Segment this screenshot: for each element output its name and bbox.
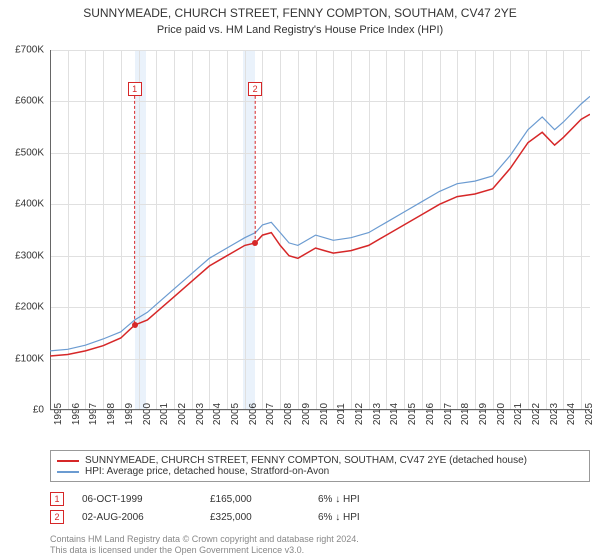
- sale-price: £325,000: [210, 512, 300, 523]
- sale-row: 2 02-AUG-2006 £325,000 6% ↓ HPI: [50, 510, 590, 524]
- legend-item: HPI: Average price, detached house, Stra…: [57, 466, 583, 477]
- chart-subtitle: Price paid vs. HM Land Registry's House …: [0, 22, 600, 36]
- sale-price: £165,000: [210, 494, 300, 505]
- plot: £0£100K£200K£300K£400K£500K£600K£700K199…: [50, 50, 590, 410]
- legend-label: HPI: Average price, detached house, Stra…: [85, 466, 329, 477]
- line-series: [50, 50, 590, 410]
- footer-line: Contains HM Land Registry data © Crown c…: [50, 534, 359, 545]
- legend-swatch: [57, 471, 79, 473]
- sale-diff: 6% ↓ HPI: [318, 494, 438, 505]
- legend-label: SUNNYMEADE, CHURCH STREET, FENNY COMPTON…: [85, 455, 527, 466]
- marker-dot: [132, 322, 138, 328]
- chart-title: SUNNYMEADE, CHURCH STREET, FENNY COMPTON…: [0, 0, 600, 22]
- marker-callout: 2: [248, 82, 262, 96]
- sale-row: 1 06-OCT-1999 £165,000 6% ↓ HPI: [50, 492, 590, 506]
- ytick-label: £100K: [15, 353, 44, 364]
- sale-marker: 2: [50, 510, 64, 524]
- legend: SUNNYMEADE, CHURCH STREET, FENNY COMPTON…: [50, 450, 590, 482]
- ytick-label: £700K: [15, 45, 44, 56]
- ytick-label: £300K: [15, 250, 44, 261]
- series-property: [50, 114, 590, 356]
- sale-diff: 6% ↓ HPI: [318, 512, 438, 523]
- ytick-label: £200K: [15, 302, 44, 313]
- legend-swatch: [57, 460, 79, 462]
- sales-table: 1 06-OCT-1999 £165,000 6% ↓ HPI 2 02-AUG-2006…: [50, 492, 590, 528]
- ytick-label: £400K: [15, 199, 44, 210]
- chart-area: £0£100K£200K£300K£400K£500K£600K£700K199…: [50, 50, 590, 410]
- series-hpi: [50, 96, 590, 351]
- sale-date: 02-AUG-2006: [82, 512, 192, 523]
- ytick-label: £0: [33, 405, 44, 416]
- marker-dot: [252, 240, 258, 246]
- sale-date: 06-OCT-1999: [82, 494, 192, 505]
- footer-attribution: Contains HM Land Registry data © Crown c…: [50, 534, 359, 556]
- sale-marker: 1: [50, 492, 64, 506]
- ytick-label: £500K: [15, 147, 44, 158]
- legend-item: SUNNYMEADE, CHURCH STREET, FENNY COMPTON…: [57, 455, 583, 466]
- ytick-label: £600K: [15, 96, 44, 107]
- footer-line: This data is licensed under the Open Gov…: [50, 545, 359, 556]
- marker-callout: 1: [128, 82, 142, 96]
